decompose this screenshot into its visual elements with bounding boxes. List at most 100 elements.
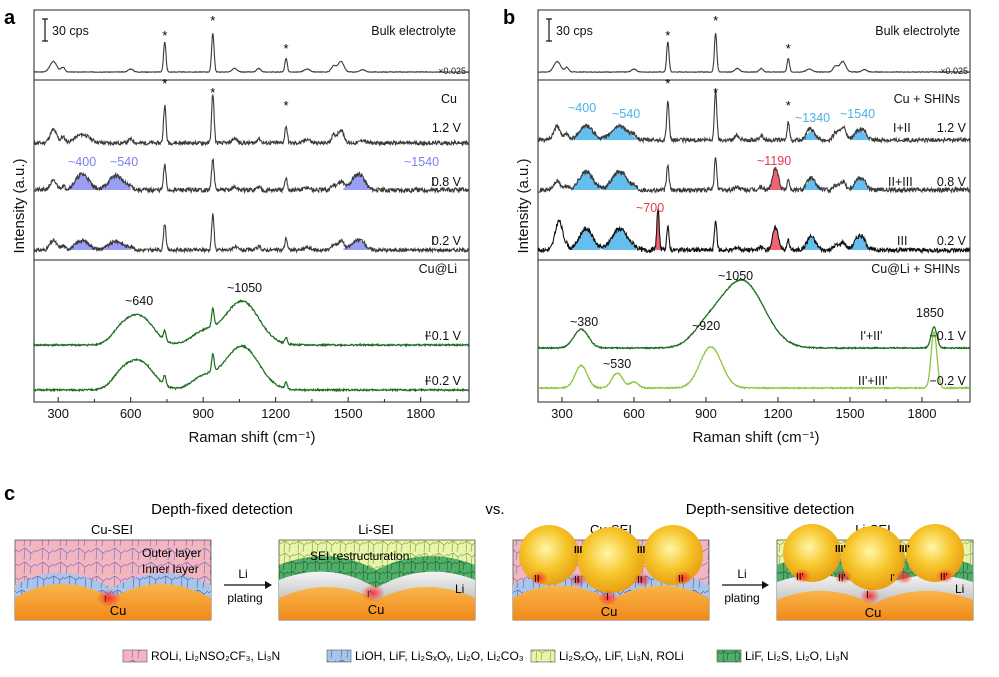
box4-cu: Cu: [865, 605, 882, 620]
tick-label: 1500: [836, 406, 865, 421]
traces-b: [538, 33, 970, 391]
svg-text:I: I: [104, 594, 107, 604]
svg-text:III': III': [835, 544, 846, 555]
legend-swatch-1: [122, 649, 148, 663]
ann-530: ~530: [603, 357, 631, 371]
star-bulk-b: *: [786, 41, 791, 56]
title-depth-fixed: Depth-fixed detection: [151, 501, 293, 518]
box-li-sei-sensitive: Li-SEI III' III' II' II' I' II' I Cu Li: [776, 522, 974, 621]
ann-640: ~640: [125, 294, 153, 308]
fill-b08-1190: [768, 166, 783, 190]
fill-b08-400: [571, 170, 601, 190]
star-bulk-a: *: [162, 28, 167, 43]
trace-b-12: [538, 89, 970, 144]
ann-1540-a: ~1540: [404, 155, 439, 169]
trace-cu-12: [34, 93, 469, 147]
cu-label: Cu: [441, 92, 457, 106]
fill-b08-540: [602, 170, 637, 190]
box-cu-sei-fixed: Cu-SEI I Cu Outer layer Inner layer: [14, 522, 212, 621]
fill-b12-400: [571, 124, 601, 140]
trace-culi-02: [34, 343, 469, 393]
scale-label-a: 30 cps: [52, 24, 89, 38]
tag-Ip-IIp: I'+II': [860, 329, 883, 343]
x-axis-title-a: Raman shift (cm⁻¹): [188, 429, 315, 446]
tick-label: 600: [120, 406, 142, 421]
fill-b02-400: [571, 227, 601, 250]
fill-1540-08: [343, 173, 373, 190]
star-cu-a: *: [284, 98, 289, 113]
svg-text:II': II': [940, 572, 948, 583]
fill-1540-02: [343, 239, 373, 250]
v02-a: 0.2 V: [432, 234, 462, 248]
panel-letter-a: a: [4, 7, 16, 29]
box1-outer: Outer layer: [142, 546, 201, 560]
culishins-label: Cu@Li + SHINs: [871, 262, 960, 276]
ann-1540-b: ~1540: [840, 107, 875, 121]
svg-text:plating: plating: [724, 591, 759, 605]
tag-III: III: [897, 234, 907, 248]
tick-label: 900: [695, 406, 717, 421]
vm02-b: −0.2 V: [930, 374, 967, 388]
tick-label: 1200: [764, 406, 793, 421]
ann-540-b: ~540: [612, 107, 640, 121]
trace-b-02: [538, 208, 970, 255]
x-axis-ticks-b: 300 600 900 1200 1500 1800: [551, 397, 959, 421]
fill-b12-1540: [850, 129, 870, 140]
tick-label: 1500: [334, 406, 363, 421]
culi-label: Cu@Li: [419, 262, 457, 276]
legend: ROLi, Li₂NSO₂CF₃, Li₃N LiOH, LiF, Li₂SₓO…: [122, 649, 849, 663]
v12-a: 1.2 V: [432, 121, 462, 135]
svg-text:II: II: [678, 574, 684, 585]
cushins-label: Cu + SHINs: [894, 92, 960, 106]
factor-a: ×0.025: [438, 66, 466, 76]
svg-text:III': III': [899, 544, 910, 555]
ann-400-b: ~400: [568, 101, 596, 115]
trace-bli-02: [538, 330, 970, 391]
v12-b: 1.2 V: [937, 121, 967, 135]
star-b: *: [713, 85, 718, 100]
vm02-a: −0.2 V: [425, 374, 462, 388]
fill-b02-1190: [768, 226, 783, 250]
trace-culi-01: [34, 299, 469, 348]
ann-1190: ~1190: [757, 154, 791, 168]
box2-sei: SEI restructuration: [310, 549, 409, 563]
star-cu-a: *: [162, 76, 167, 91]
fill-b02-1540: [850, 234, 870, 250]
v08-a: 0.8 V: [432, 175, 462, 189]
box2-cu: Cu: [368, 602, 385, 617]
x-axis-title-b: Raman shift (cm⁻¹): [692, 429, 819, 446]
trace-b-08: [538, 157, 970, 194]
star-b: *: [665, 76, 670, 91]
trace-bli-01: [538, 278, 970, 350]
tag-Ip-02: I': [425, 374, 431, 388]
trace-cu-08: [34, 157, 469, 195]
ann-920: ~920: [692, 319, 720, 333]
fill-b12-540: [602, 124, 637, 140]
y-axis-title-a: Intensity (a.u.): [11, 158, 28, 253]
tag-II-III: II+III: [888, 175, 913, 189]
star-b: *: [786, 98, 791, 113]
tick-label: 300: [551, 406, 573, 421]
panel-a: 300 600 900 1200 1500 1800 Raman shift (cm⁻¹)…: [11, 9, 470, 446]
ann-700: ~700: [636, 201, 664, 215]
svg-text:III: III: [574, 545, 583, 556]
trace-bulk-b: [538, 33, 970, 74]
panel-c: Depth-fixed detection vs. Depth-sensitiv…: [14, 501, 974, 663]
y-axis-title-b: Intensity (a.u.): [515, 158, 532, 253]
svg-text:II: II: [637, 575, 643, 586]
fill-400-02: [67, 239, 97, 250]
tag-Ip-01: I': [425, 329, 431, 343]
legend-swatch-3: [530, 649, 556, 663]
fill-b08-1340: [802, 179, 822, 190]
box1-inner: Inner layer: [142, 562, 199, 576]
scale-label-b: 30 cps: [556, 24, 593, 38]
box1-title: Cu-SEI: [91, 522, 133, 537]
box2-title: Li-SEI: [358, 522, 393, 537]
star-bulk-b: *: [665, 28, 670, 43]
legend-text-3: Li₂SₓOᵧ, LiF, Li₃N, ROLi: [559, 649, 684, 663]
panel-letter-b: b: [503, 7, 515, 29]
panel-b: 300 600 900 1200 1500 1800 Raman shift (cm⁻¹)…: [515, 9, 971, 446]
tick-label: 1200: [261, 406, 290, 421]
ann-540-a: ~540: [110, 155, 138, 169]
